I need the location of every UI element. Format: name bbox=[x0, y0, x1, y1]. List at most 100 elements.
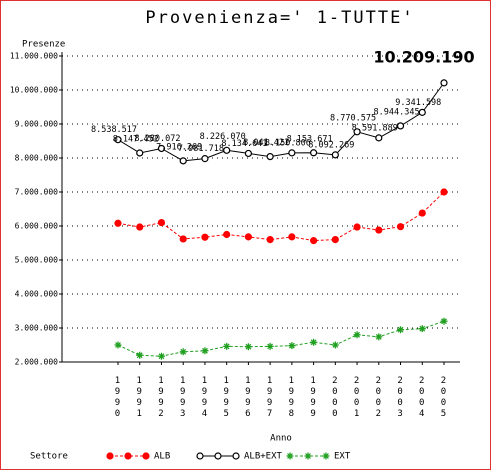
marker bbox=[322, 452, 330, 460]
marker bbox=[304, 452, 312, 460]
marker bbox=[440, 317, 448, 325]
marker bbox=[179, 348, 187, 356]
marker bbox=[375, 226, 383, 234]
marker bbox=[310, 338, 318, 346]
data-label: 8.147.452 bbox=[113, 134, 159, 144]
marker bbox=[223, 230, 231, 239]
marker bbox=[179, 235, 187, 243]
data-label: 10.209.190 bbox=[373, 48, 474, 67]
marker bbox=[232, 452, 240, 460]
marker bbox=[179, 157, 187, 165]
y-tick-label: 2.000.000 bbox=[15, 358, 59, 367]
series-line bbox=[117, 320, 445, 357]
y-tick-label: 6.000.000 bbox=[15, 222, 59, 231]
marker bbox=[375, 134, 383, 142]
marker bbox=[201, 155, 209, 163]
marker bbox=[440, 79, 448, 87]
data-label: 7.916.269 bbox=[156, 142, 202, 152]
marker bbox=[396, 223, 405, 231]
marker bbox=[106, 452, 114, 460]
marker bbox=[288, 233, 296, 241]
data-label: 8.944.345 bbox=[374, 107, 420, 117]
data-label: 8.092.269 bbox=[308, 140, 354, 150]
marker bbox=[157, 219, 166, 227]
marker bbox=[396, 122, 405, 130]
marker bbox=[124, 452, 132, 460]
marker bbox=[244, 343, 252, 351]
marker bbox=[353, 128, 361, 136]
marker bbox=[353, 223, 361, 231]
marker bbox=[266, 152, 274, 161]
data-label: 8.280.072 bbox=[134, 134, 180, 144]
marker bbox=[331, 236, 339, 244]
marker bbox=[266, 236, 274, 244]
series-line bbox=[117, 191, 445, 242]
marker bbox=[142, 452, 150, 460]
marker bbox=[114, 219, 122, 227]
data-label: 8.226.070 bbox=[200, 132, 246, 142]
marker bbox=[136, 149, 144, 157]
x-tick-label: 1994 bbox=[199, 376, 209, 420]
x-tick-label: 2001 bbox=[352, 376, 362, 420]
x-tick-label: 2004 bbox=[417, 376, 427, 420]
marker bbox=[266, 342, 274, 350]
y-tick-label: 7.000.000 bbox=[15, 188, 59, 197]
x-tick-label: 1995 bbox=[221, 376, 231, 420]
legend-title: Settore bbox=[30, 452, 68, 462]
x-tick-label: 1996 bbox=[243, 376, 253, 420]
y-tick-label: 3.000.000 bbox=[15, 324, 59, 333]
marker bbox=[223, 146, 231, 154]
marker bbox=[375, 333, 383, 341]
marker bbox=[288, 342, 296, 350]
data-label: 8.591.889 bbox=[352, 123, 398, 133]
marker bbox=[114, 136, 122, 144]
y-tick-label: 8.000.000 bbox=[15, 154, 59, 163]
y-tick-label: 4.000.000 bbox=[15, 290, 59, 299]
marker bbox=[114, 341, 122, 349]
y-axis-label: Presenze bbox=[22, 40, 65, 50]
marker bbox=[310, 237, 318, 245]
marker bbox=[201, 233, 209, 241]
legend-label: EXT bbox=[334, 452, 351, 462]
legend-label: ALB bbox=[154, 452, 170, 462]
marker bbox=[136, 223, 144, 231]
data-label: 8.134.641 bbox=[221, 139, 267, 149]
marker bbox=[157, 352, 165, 360]
x-tick-label: 1992 bbox=[156, 376, 166, 420]
y-tick-label: 9.000.000 bbox=[15, 120, 59, 129]
marker bbox=[286, 452, 294, 460]
x-tick-label: 1998 bbox=[286, 376, 296, 420]
marker bbox=[331, 341, 339, 349]
chart-title: Provenienza=' 1-TUTTE' bbox=[145, 8, 414, 28]
marker bbox=[244, 149, 252, 158]
y-tick-label: 5.000.000 bbox=[15, 256, 59, 265]
marker bbox=[214, 452, 222, 460]
marker bbox=[136, 351, 144, 359]
x-tick-label: 1993 bbox=[178, 376, 188, 420]
series-line bbox=[117, 82, 445, 162]
marker bbox=[397, 326, 405, 334]
y-tick-label: 10.000.000 bbox=[10, 86, 58, 95]
x-tick-label: 1999 bbox=[308, 376, 318, 420]
data-label: 8.150.806 bbox=[265, 138, 311, 148]
marker bbox=[201, 347, 209, 355]
x-axis-label: Anno bbox=[270, 434, 292, 444]
x-tick-label: 2002 bbox=[373, 376, 383, 420]
x-tick-label: 1991 bbox=[134, 376, 144, 420]
marker bbox=[418, 325, 426, 333]
marker bbox=[157, 144, 166, 153]
marker bbox=[244, 233, 252, 241]
marker bbox=[418, 108, 426, 116]
x-tick-label: 2003 bbox=[395, 376, 405, 420]
y-tick-label: 11.000.000 bbox=[10, 52, 58, 61]
marker bbox=[310, 149, 318, 157]
x-tick-label: 1997 bbox=[265, 376, 275, 420]
data-label: 8.041.421 bbox=[243, 138, 289, 148]
data-label: 8.153.671 bbox=[287, 134, 333, 144]
x-tick-label: 2000 bbox=[330, 376, 340, 420]
marker bbox=[331, 151, 339, 159]
marker bbox=[288, 149, 296, 157]
data-label: 8.770.575 bbox=[330, 113, 376, 123]
x-tick-label: 1990 bbox=[113, 376, 123, 420]
